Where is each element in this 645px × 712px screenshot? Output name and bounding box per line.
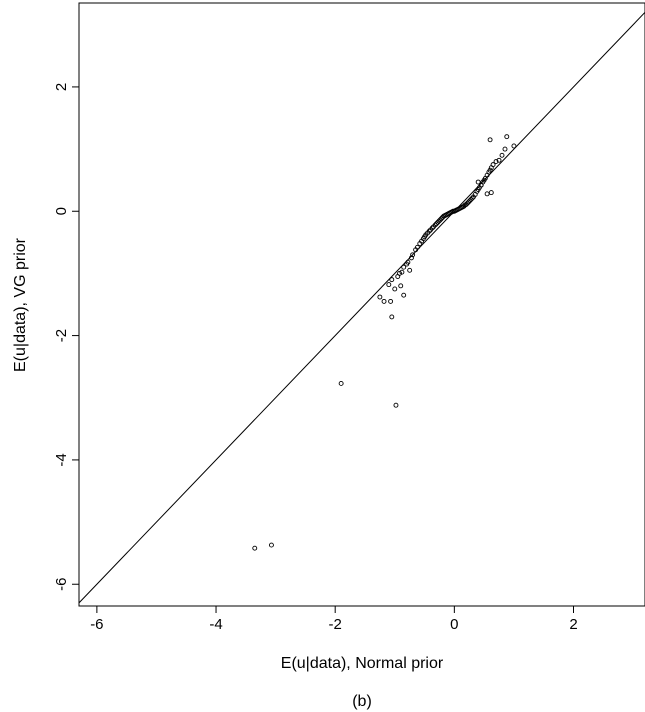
data-point — [401, 264, 407, 270]
data-point — [414, 244, 420, 250]
data-point — [398, 283, 404, 289]
data-point — [252, 545, 258, 551]
data-point — [393, 402, 399, 408]
data-point — [499, 152, 505, 158]
chart-caption: (b) — [352, 693, 372, 710]
data-point — [399, 269, 405, 275]
y-axis: -6 -4 -2 0 2 — [53, 83, 80, 591]
data-point — [397, 270, 402, 276]
y-tick-label: -2 — [53, 329, 70, 342]
data-point — [407, 267, 413, 273]
data-point — [469, 195, 475, 201]
data-point — [409, 255, 414, 261]
y-tick-label: 2 — [53, 83, 70, 91]
data-point — [511, 143, 517, 149]
data-point — [401, 292, 407, 298]
y-tick-label: 0 — [53, 207, 70, 215]
data-points — [252, 134, 517, 551]
data-point — [502, 146, 508, 152]
data-point — [496, 157, 502, 163]
x-axis-label: E(u|data), Normal prior — [281, 655, 444, 672]
x-tick-label: -2 — [329, 616, 342, 633]
y-tick-label: -4 — [53, 453, 70, 466]
data-point — [478, 182, 484, 188]
data-point — [392, 286, 398, 292]
x-tick-label: -4 — [209, 616, 222, 633]
data-point — [487, 137, 493, 143]
x-tick-label: 2 — [569, 616, 577, 633]
data-point — [381, 298, 387, 304]
data-point — [377, 294, 383, 300]
x-tick-label: 0 — [450, 616, 458, 633]
data-point — [493, 159, 499, 164]
data-point — [386, 282, 392, 288]
data-point — [405, 259, 411, 265]
y-tick-label: -6 — [53, 578, 70, 591]
x-tick-label: -6 — [90, 616, 103, 633]
data-point — [389, 314, 395, 320]
x-axis: -6 -4 -2 0 2 — [90, 605, 578, 633]
y-axis-label: E(u|data), VG prior — [12, 237, 29, 372]
data-point — [429, 225, 435, 231]
data-point — [410, 252, 416, 258]
plot-frame — [78, 2, 645, 607]
data-point — [490, 162, 496, 168]
data-point — [488, 190, 494, 196]
data-point — [487, 167, 493, 173]
data-point — [338, 380, 344, 386]
data-point — [504, 134, 510, 140]
data-point — [268, 542, 274, 548]
data-point — [484, 191, 490, 197]
data-point — [389, 277, 395, 283]
data-point — [475, 179, 481, 185]
data-point — [426, 228, 432, 234]
data-point — [388, 298, 394, 304]
reference-line-y-equals-x — [78, 11, 645, 604]
